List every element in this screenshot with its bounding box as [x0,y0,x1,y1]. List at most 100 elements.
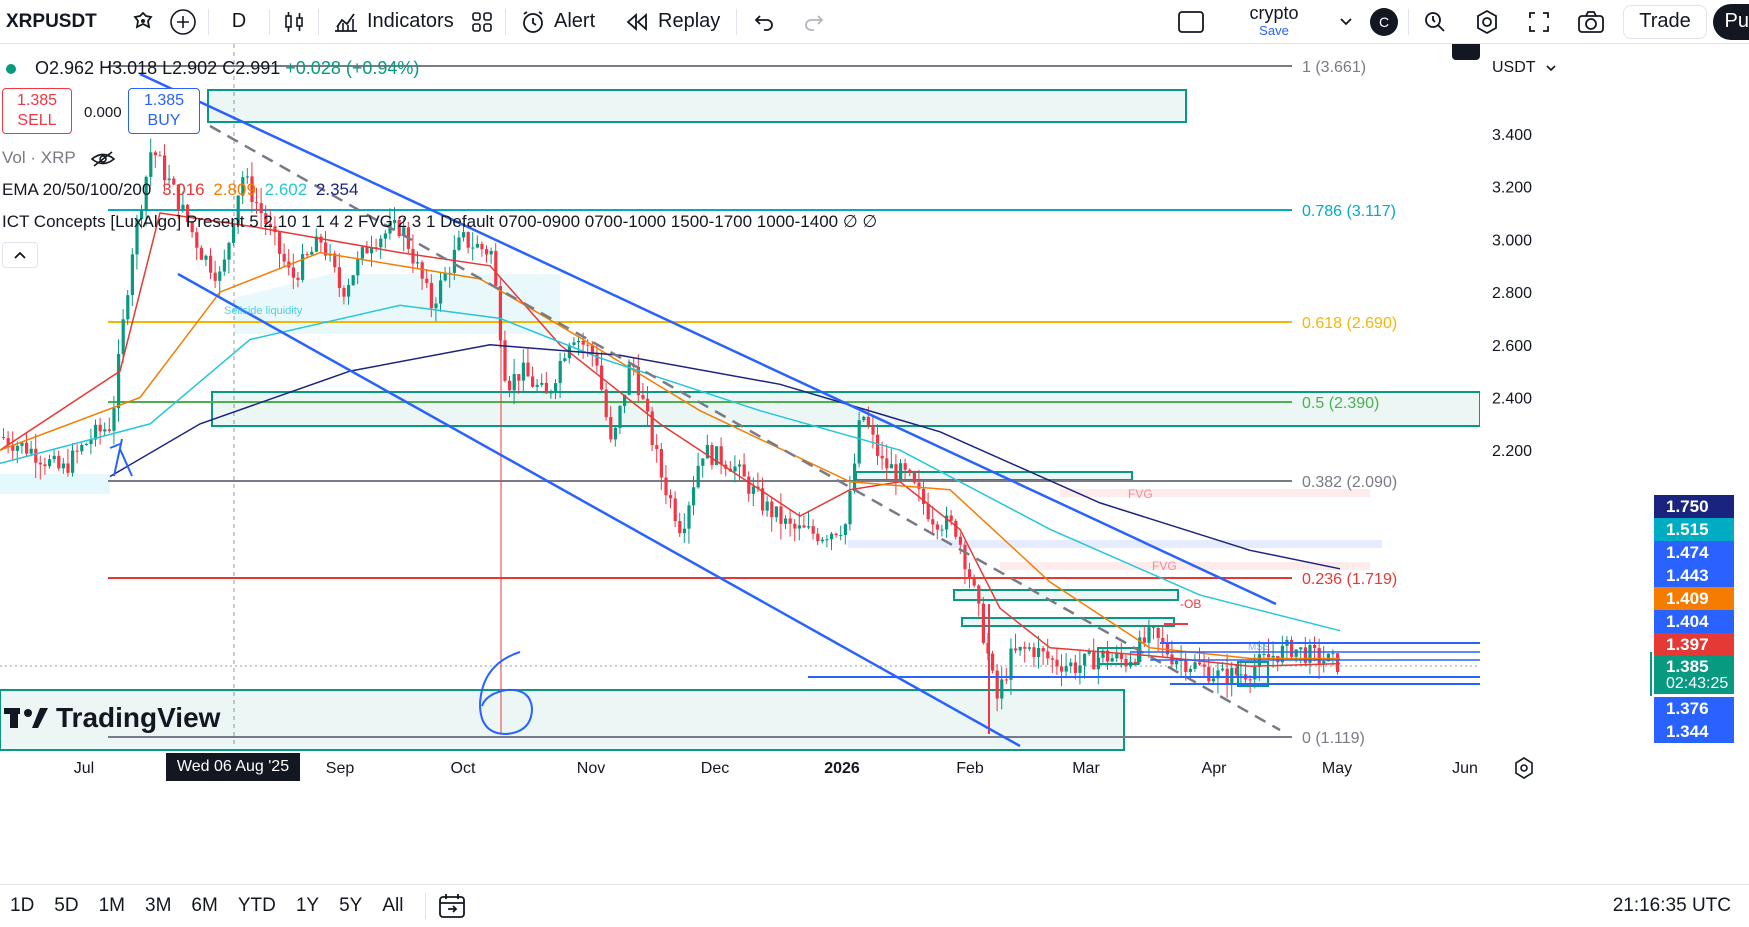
price-tick-label: 2.600 [1492,338,1532,355]
indicators-button[interactable]: Indicators [319,0,459,44]
currency-label[interactable]: USDT [1492,59,1536,76]
replay-label[interactable]: Replay [658,10,721,32]
time-axis[interactable]: Jul Sep Oct Nov Dec 2026 Feb Mar Apr May Jun [74,760,1478,777]
candle-body [1202,664,1206,667]
candle-body [793,523,797,529]
price-tag: 1.443 [1654,564,1734,587]
buy-button[interactable]: 1.385 BUY [128,88,200,134]
bar-style-icon[interactable] [270,0,318,44]
candle-body [641,395,645,399]
layout-save-label[interactable]: Save [1259,22,1289,38]
countdown-tag: 02:43:25 [1654,674,1734,694]
candle-body [903,463,907,470]
price-tick-label: 2.800 [1492,285,1532,302]
publish-button[interactable]: Pu [1713,3,1749,40]
replay-button[interactable]: Replay [616,0,736,44]
candle-body [581,340,585,345]
candle-body [825,539,829,541]
candle-body [678,520,682,534]
avatar-letter[interactable]: C [1370,7,1398,36]
range-button-1m[interactable]: 1M [98,895,125,916]
undo-icon[interactable] [737,0,791,44]
candle-body [554,383,558,392]
redo-icon[interactable] [791,0,837,44]
indicators-icon [335,12,357,32]
camera-icon[interactable] [1565,0,1617,44]
candle-body [130,254,134,296]
range-button-5y[interactable]: 5Y [339,895,363,916]
indicators-label[interactable]: Indicators [367,10,454,32]
range-button-all[interactable]: All [382,895,404,916]
alert-button[interactable]: Alert [506,0,616,44]
calendar-icon[interactable] [438,893,466,919]
symbol-search[interactable]: XRPUSDT [0,0,128,44]
ohlc-high: H3.018 [99,58,158,78]
alert-label[interactable]: Alert [554,10,596,32]
candle-body [1303,647,1307,663]
sell-price[interactable]: 1.385 [16,92,58,109]
candle-body [604,389,608,418]
candle-body [268,224,272,227]
eye-off-icon[interactable] [90,150,116,168]
candle-body [1124,658,1128,667]
candle-body [719,446,723,465]
utc-clock[interactable]: 21:16:35 UTC [1613,895,1749,917]
templates-icon[interactable] [459,0,505,44]
interval-selector[interactable]: D [209,0,269,44]
candle-body [38,462,42,465]
scale-plus-icon[interactable] [1452,44,1480,60]
candle-body [1027,647,1031,649]
candle-body [687,505,691,529]
candle-body [186,204,190,222]
range-button-3m[interactable]: 3M [145,895,172,916]
range-button-ytd[interactable]: YTD [237,895,276,916]
layout-save-button[interactable]: crypto Save [1216,0,1332,44]
candle-body [144,176,148,211]
favorite-icon[interactable] [128,0,158,44]
candle-body [1221,668,1225,671]
candle-body [241,177,245,196]
utc-clock-text[interactable]: 21:16:35 UTC [1612,895,1731,916]
range-button-6m[interactable]: 6M [191,895,218,916]
range-button-5d[interactable]: 5D [54,895,79,916]
order-block [961,617,1175,627]
candle-body [1060,666,1064,672]
trade-button[interactable]: Trade [1623,4,1707,39]
currency-selector[interactable]: USDT [1484,54,1564,82]
candle-body [393,219,397,224]
candle-body [535,384,539,387]
buy-price[interactable]: 1.385 [143,92,185,109]
trade-label[interactable]: Trade [1639,10,1691,32]
axis-settings-icon[interactable] [1512,756,1538,782]
layout-icon[interactable] [1166,0,1216,44]
layout-name[interactable]: crypto [1249,2,1299,23]
collapse-legend-button[interactable] [2,242,38,268]
candle-body [1175,660,1179,665]
chevron-down-icon [1546,65,1556,72]
sell-label[interactable]: SELL [17,112,57,129]
range-button-1y[interactable]: 1Y [295,895,320,916]
fullscreen-icon[interactable] [1513,0,1565,44]
drawings[interactable]: FVG FVG -OB MSS Sellside liquidity [109,72,1480,748]
chevron-down-icon[interactable] [1332,0,1360,44]
price-tick-label: 2.200 [1492,443,1532,460]
sell-button[interactable]: 1.385 SELL [2,88,72,134]
zone-box [207,89,1187,123]
range-button-1d[interactable]: 1D [10,895,35,916]
quick-search-icon[interactable] [1409,0,1461,44]
settings-icon[interactable] [1461,0,1513,44]
publish-label[interactable]: Pu [1724,10,1749,32]
chart-pane[interactable]: 1 (3.661) 0.786 (3.117) 0.618 (2.690) 0.5 (… [0,44,1749,884]
candle-body [75,450,79,452]
candle-body [650,411,654,446]
symbol-name[interactable]: XRPUSDT [6,10,97,32]
candle-body [296,277,300,280]
price-chart[interactable]: 1 (3.661) 0.786 (3.117) 0.618 (2.690) 0.5 (… [0,44,1749,884]
avatar[interactable]: C [1360,0,1408,44]
compare-add-icon[interactable] [158,0,208,44]
interval-label[interactable]: D [231,10,247,32]
candle-body [590,345,594,355]
candle-body [1299,647,1303,650]
buy-label[interactable]: BUY [147,112,181,129]
mss-label: MSS [1248,642,1270,653]
